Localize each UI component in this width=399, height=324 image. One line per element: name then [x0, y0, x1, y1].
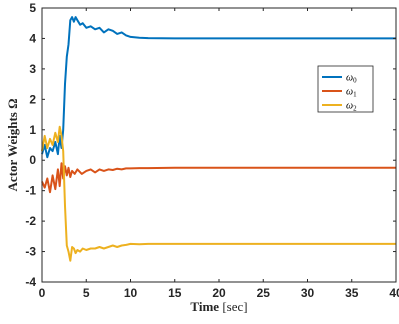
y-tick-label-5: 1 — [29, 123, 36, 137]
y-tick-label-1: -3 — [25, 245, 36, 259]
y-tick-label-8: 4 — [29, 31, 36, 45]
x-tick-label-4: 20 — [212, 286, 226, 300]
x-axis: 0 5 10 15 20 25 30 35 40 — [39, 8, 399, 300]
series-line-1 — [41, 162, 396, 194]
y-tick-label-9: 5 — [29, 1, 36, 15]
legend: ω0 ω1 ω2 — [317, 65, 374, 113]
y-tick-label-4: 0 — [29, 153, 36, 167]
y-tick-label-2: -2 — [25, 214, 36, 228]
legend-label-0: ω0 — [346, 73, 357, 85]
x-axis-label: Time [sec] — [190, 299, 247, 314]
x-tick-label-7: 35 — [345, 286, 359, 300]
x-axis-label-main: Time — [190, 299, 219, 314]
y-axis: -4 -3 -2 -1 0 1 2 3 4 5 — [25, 1, 396, 289]
y-tick-label-7: 3 — [29, 62, 36, 76]
legend-label-2: ω2 — [346, 101, 357, 113]
x-tick-label-2: 10 — [124, 286, 138, 300]
y-tick-label-0: -4 — [25, 275, 36, 289]
plot-area-frame — [41, 7, 397, 283]
y-tick-label-3: -1 — [25, 184, 36, 198]
x-tick-label-8: 40 — [389, 286, 399, 300]
lines-layer — [41, 16, 396, 262]
y-axis-label: Actor Weights Ω — [5, 99, 20, 192]
x-tick-label-6: 30 — [301, 286, 315, 300]
x-tick-label-1: 5 — [83, 286, 90, 300]
x-axis-label-unit: [sec] — [222, 299, 247, 314]
series-line-0 — [41, 16, 396, 159]
x-tick-label-3: 15 — [168, 286, 182, 300]
x-tick-label-5: 25 — [257, 286, 271, 300]
legend-label-1: ω1 — [346, 87, 357, 99]
y-tick-label-6: 2 — [29, 92, 36, 106]
x-tick-label-0: 0 — [39, 286, 46, 300]
series-line-2 — [41, 125, 396, 262]
